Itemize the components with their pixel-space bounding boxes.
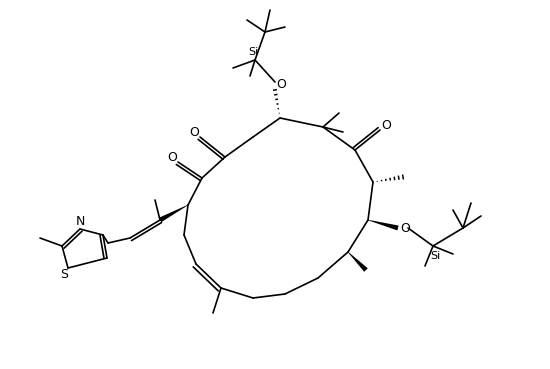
Text: O: O — [167, 151, 177, 163]
Text: Si: Si — [430, 251, 440, 261]
Text: S: S — [60, 268, 68, 280]
Text: O: O — [400, 221, 410, 235]
Polygon shape — [159, 205, 188, 222]
Polygon shape — [368, 220, 399, 230]
Polygon shape — [348, 252, 368, 272]
Text: O: O — [276, 77, 286, 90]
Text: N: N — [75, 214, 85, 228]
Text: Si: Si — [248, 47, 258, 57]
Text: O: O — [189, 125, 199, 138]
Text: O: O — [381, 118, 391, 131]
